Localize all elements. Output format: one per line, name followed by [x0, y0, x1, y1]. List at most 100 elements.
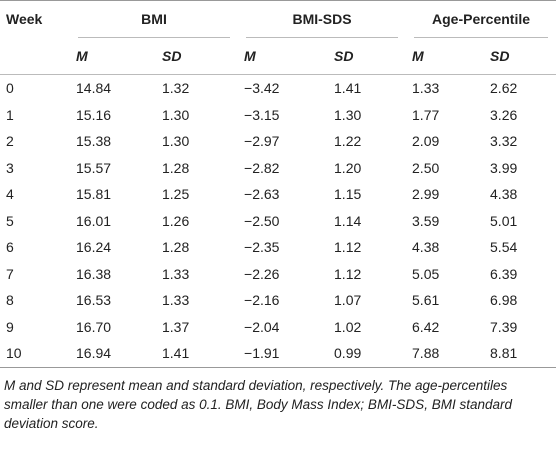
- cell: −2.50: [244, 212, 280, 229]
- cell: 1.30: [334, 106, 362, 123]
- cell: 1.28: [162, 159, 190, 176]
- cell: 7.88: [412, 345, 440, 362]
- cell: 0: [6, 80, 14, 97]
- table-row: 8 16.53 1.33 −2.16 1.07 5.61 6.98: [0, 287, 556, 314]
- subheader: M: [238, 38, 329, 75]
- cell: 1.26: [162, 212, 190, 229]
- cell: 8: [6, 292, 14, 309]
- cell: 1.22: [334, 133, 362, 150]
- cell: −2.82: [244, 159, 280, 176]
- subheader: M: [406, 38, 485, 75]
- table-row: 2 15.38 1.30 −2.97 1.22 2.09 3.32: [0, 128, 556, 155]
- cell: 4: [6, 186, 14, 203]
- cell: 10: [6, 345, 22, 362]
- cell: 16.01: [76, 212, 112, 229]
- cell: 1.14: [334, 212, 362, 229]
- subheader: SD: [328, 38, 407, 75]
- table-row: 6 16.24 1.28 −2.35 1.12 4.38 5.54: [0, 234, 556, 261]
- cell: 15.81: [76, 186, 112, 203]
- cell: 1.33: [162, 265, 190, 282]
- cell: 6.39: [490, 265, 518, 282]
- cell: 1.32: [162, 80, 190, 97]
- cell: −3.15: [244, 106, 280, 123]
- cell: 1.30: [162, 106, 190, 123]
- cell: 16.70: [76, 318, 112, 335]
- cell: 4.38: [490, 186, 518, 203]
- cell: 2.99: [412, 186, 440, 203]
- table-row: 4 15.81 1.25 −2.63 1.15 2.99 4.38: [0, 181, 556, 208]
- cell: −2.63: [244, 186, 280, 203]
- cell: 0.99: [334, 345, 362, 362]
- cell: 1.20: [334, 159, 362, 176]
- cell: 1.30: [162, 133, 190, 150]
- data-table: Week BMI BMI-SDS Age-Percentile M SD M SD M S…: [0, 0, 556, 368]
- cell: −3.42: [244, 80, 280, 97]
- cell: 1.25: [162, 186, 190, 203]
- cell: 1.12: [334, 265, 362, 282]
- week-header: Week: [0, 0, 70, 75]
- cell: 5.05: [412, 265, 440, 282]
- cell: 14.84: [76, 80, 112, 97]
- subheader: M: [70, 38, 156, 75]
- cell: 2.62: [490, 80, 518, 97]
- group-header: BMI-SDS: [238, 1, 406, 38]
- group-header: BMI: [70, 1, 238, 38]
- footnote: M and SD represent mean and standard dev…: [4, 377, 512, 431]
- table-row: 3 15.57 1.28 −2.82 1.20 2.50 3.99: [0, 155, 556, 182]
- cell: 16.38: [76, 265, 112, 282]
- cell: 2: [6, 133, 14, 150]
- cell: 4.38: [412, 239, 440, 256]
- cell: 1.77: [412, 106, 440, 123]
- cell: 5.54: [490, 239, 518, 256]
- cell: 15.57: [76, 159, 112, 176]
- cell: 7: [6, 265, 14, 282]
- table-row: 9 16.70 1.37 −2.04 1.02 6.42 7.39: [0, 314, 556, 341]
- cell: 1.28: [162, 239, 190, 256]
- cell: 1.15: [334, 186, 362, 203]
- cell: 5.61: [412, 292, 440, 309]
- subheader: SD: [156, 38, 239, 75]
- cell: −2.35: [244, 239, 280, 256]
- table-row: 0 14.84 1.32 −3.42 1.41 1.33 2.62: [0, 75, 556, 102]
- cell: 6: [6, 239, 14, 256]
- table-row: 5 16.01 1.26 −2.50 1.14 3.59 5.01: [0, 208, 556, 235]
- group-label: BMI: [78, 1, 231, 38]
- cell: 6.42: [412, 318, 440, 335]
- cell: 15.38: [76, 133, 112, 150]
- cell: 16.24: [76, 239, 112, 256]
- cell: 5.01: [490, 212, 518, 229]
- cell: 1.02: [334, 318, 362, 335]
- subheader: SD: [484, 38, 556, 75]
- cell: 1.33: [412, 80, 440, 97]
- cell: 3: [6, 159, 14, 176]
- cell: −2.04: [244, 318, 280, 335]
- cell: 3.59: [412, 212, 440, 229]
- cell: 1: [6, 106, 14, 123]
- cell: 1.12: [334, 239, 362, 256]
- group-label: Age-Percentile: [414, 1, 549, 38]
- table-row: 7 16.38 1.33 −2.26 1.12 5.05 6.39: [0, 261, 556, 288]
- cell: −2.26: [244, 265, 280, 282]
- cell: 1.41: [334, 80, 362, 97]
- table-row: 10 16.94 1.41 −1.91 0.99 7.88 8.81: [0, 340, 556, 367]
- group-label: BMI-SDS: [246, 1, 399, 38]
- cell: 1.07: [334, 292, 362, 309]
- cell: 7.39: [490, 318, 518, 335]
- cell: 3.26: [490, 106, 518, 123]
- cell: 2.09: [412, 133, 440, 150]
- cell: 16.94: [76, 345, 112, 362]
- cell: −2.97: [244, 133, 280, 150]
- cell: 3.32: [490, 133, 518, 150]
- cell: 15.16: [76, 106, 112, 123]
- cell: 2.50: [412, 159, 440, 176]
- cell: 6.98: [490, 292, 518, 309]
- cell: −2.16: [244, 292, 280, 309]
- cell: 8.81: [490, 345, 518, 362]
- cell: 1.33: [162, 292, 190, 309]
- cell: 3.99: [490, 159, 518, 176]
- cell: 5: [6, 212, 14, 229]
- table-row: 1 15.16 1.30 −3.15 1.30 1.77 3.26: [0, 102, 556, 129]
- cell: 16.53: [76, 292, 112, 309]
- cell: 1.41: [162, 345, 190, 362]
